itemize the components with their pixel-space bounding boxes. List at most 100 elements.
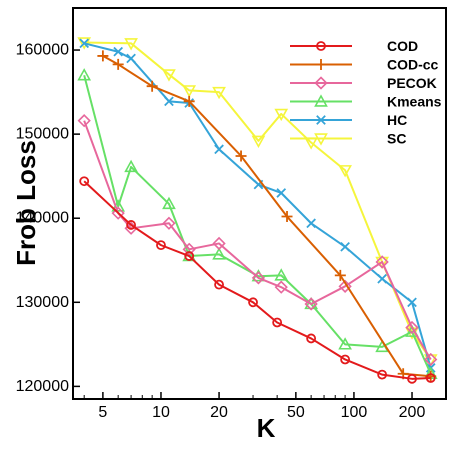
legend-label-hc: HC bbox=[387, 112, 407, 128]
data-point-pecok bbox=[338, 279, 352, 293]
data-point-cod bbox=[272, 317, 283, 328]
data-point-kmeans bbox=[212, 247, 226, 260]
data-point-pecok bbox=[251, 271, 266, 285]
data-point-cod bbox=[407, 373, 417, 384]
data-point-sc bbox=[182, 85, 197, 98]
data-point-cod bbox=[248, 297, 258, 308]
x-tick-label: 5 bbox=[98, 404, 107, 421]
legend-marker-sc bbox=[314, 133, 328, 146]
data-point-cod bbox=[126, 220, 136, 230]
y-axis-title: Frob Loss bbox=[11, 140, 41, 266]
data-point-kmeans bbox=[338, 337, 352, 350]
data-point-hc bbox=[340, 241, 350, 252]
data-point-pecok bbox=[182, 242, 196, 256]
series-line-pecok bbox=[83, 120, 432, 360]
data-point-pecok bbox=[405, 320, 419, 335]
y-tick-label: 140000 bbox=[16, 210, 69, 227]
data-point-cod bbox=[340, 354, 351, 365]
data-point-hc bbox=[276, 188, 287, 198]
y-tick-label: 160000 bbox=[16, 42, 69, 59]
data-point-cod bbox=[425, 373, 436, 383]
data-point-pecok bbox=[304, 297, 318, 311]
legend-marker-pecok bbox=[314, 76, 328, 90]
legend-label-pecok: PECOK bbox=[387, 75, 437, 91]
y-tick-label: 130000 bbox=[16, 294, 69, 311]
x-tick-label: 20 bbox=[210, 404, 228, 421]
legend-marker-cod-cc bbox=[315, 59, 327, 70]
data-point-hc bbox=[407, 297, 417, 308]
data-point-cod bbox=[214, 279, 224, 290]
legend-item-cod: COD bbox=[290, 38, 418, 54]
legend-label-cod-cc: COD-cc bbox=[387, 57, 439, 73]
data-point-hc bbox=[214, 144, 224, 155]
data-point-hc bbox=[164, 96, 174, 107]
legend-marker-hc bbox=[316, 115, 326, 125]
legend-label-kmeans: Kmeans bbox=[387, 94, 442, 110]
plot-area bbox=[72, 7, 447, 400]
data-point-pecok bbox=[162, 216, 176, 230]
series-line-cod bbox=[83, 180, 431, 380]
data-point-hc bbox=[126, 53, 136, 64]
x-tick-label: 200 bbox=[399, 404, 426, 421]
series-sc bbox=[77, 37, 438, 367]
axes-frame bbox=[72, 7, 447, 400]
data-point-sc bbox=[162, 69, 176, 82]
series-line-cod-cc bbox=[102, 55, 431, 378]
data-point-pecok bbox=[212, 236, 226, 251]
data-point-kmeans bbox=[124, 159, 138, 173]
legend-label-cod: COD bbox=[387, 38, 418, 54]
legend-label-sc: SC bbox=[387, 131, 406, 147]
data-point-cod-cc bbox=[281, 211, 293, 223]
series-line-sc bbox=[84, 41, 432, 361]
series-pecok bbox=[77, 114, 438, 367]
legend-item-sc: SC bbox=[290, 131, 406, 147]
series-line-kmeans bbox=[83, 75, 432, 375]
y-tick-label: 150000 bbox=[16, 126, 69, 143]
data-point-cod bbox=[306, 333, 317, 344]
data-point-kmeans bbox=[274, 268, 289, 281]
legend-item-pecok: PECOK bbox=[290, 75, 437, 91]
data-point-pecok bbox=[111, 206, 125, 220]
data-point-cod bbox=[377, 369, 388, 380]
data-point-cod-cc bbox=[183, 95, 195, 107]
data-point-hc bbox=[377, 273, 387, 284]
legend-marker-kmeans bbox=[314, 94, 328, 107]
data-point-cod bbox=[156, 240, 166, 251]
series-line-hc bbox=[83, 42, 432, 369]
data-point-pecok bbox=[77, 114, 91, 128]
series-lines bbox=[77, 37, 438, 384]
tick-labels: 5 10 20 50 100 200 120000 130000 140000 150000 160… bbox=[16, 42, 426, 421]
series-cod-cc bbox=[97, 50, 437, 382]
data-point-pecok bbox=[424, 352, 438, 367]
data-point-sc bbox=[124, 38, 138, 51]
tick-marks bbox=[73, 49, 447, 399]
data-point-cod-cc bbox=[112, 58, 124, 70]
series-cod bbox=[79, 176, 436, 384]
legend-item-hc: HC bbox=[290, 112, 407, 128]
data-point-sc bbox=[251, 135, 266, 149]
legend-marker-cod bbox=[316, 41, 326, 51]
data-point-pecok bbox=[375, 255, 389, 269]
series-hc bbox=[79, 38, 436, 373]
x-axis-title: K bbox=[257, 413, 276, 443]
data-point-hc bbox=[113, 46, 124, 57]
data-point-cod-cc bbox=[146, 80, 158, 92]
data-point-kmeans bbox=[162, 196, 176, 210]
data-point-sc bbox=[338, 165, 352, 178]
data-point-cod bbox=[184, 251, 195, 261]
data-point-cod-cc bbox=[97, 50, 109, 62]
legend-item-kmeans: Kmeans bbox=[290, 94, 442, 110]
legend-item-cod-cc: COD-cc bbox=[290, 57, 439, 73]
data-point-pecok bbox=[274, 280, 288, 294]
x-tick-label: 10 bbox=[152, 404, 170, 421]
data-point-cod-cc bbox=[334, 269, 346, 281]
data-point-cod bbox=[79, 176, 90, 187]
x-tick-label: 50 bbox=[287, 404, 305, 421]
data-point-hc bbox=[306, 218, 316, 229]
x-tick-label: 100 bbox=[341, 404, 368, 421]
legend: COD COD-cc PECOK Kmeans HC SC bbox=[290, 38, 442, 147]
data-point-hc bbox=[79, 38, 90, 49]
data-point-cod-cc bbox=[235, 150, 247, 162]
data-point-sc bbox=[274, 108, 289, 122]
